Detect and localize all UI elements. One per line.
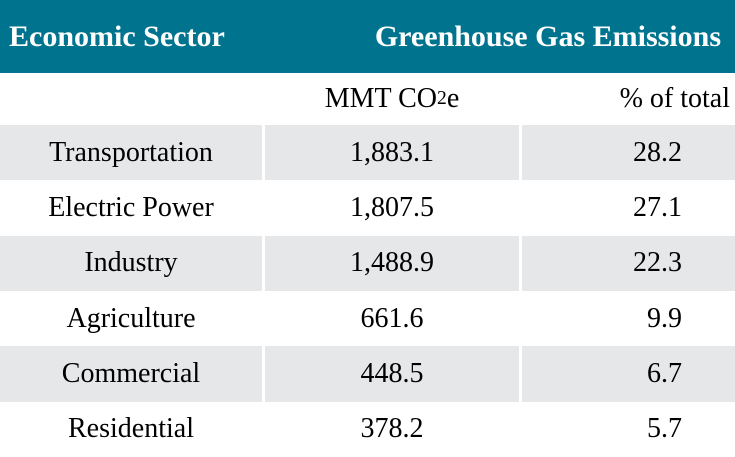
cell-mmt: 448.5 [265,346,522,402]
table-header-row: Economic Sector Greenhouse Gas Emissions [0,0,735,73]
table-row-agriculture: Agriculture 661.6 9.9 [0,290,735,347]
cell-pct: 28.2 [633,136,682,168]
mmt-co2e-prefix: MMT CO [324,83,438,114]
cell-mmt: 1,807.5 [265,180,522,236]
cell-sector: Transportation [0,125,265,181]
mmt-co2e-suffix: e [446,83,460,114]
cell-mmt: 378.2 [265,401,522,457]
cell-mmt: 661.6 [265,290,522,347]
subheader-pct-of-total: % of total [619,83,730,114]
cell-sector: Electric Power [0,180,265,236]
cell-pct: 22.3 [633,247,682,279]
table-row-industry: Industry 1,488.9 22.3 [0,235,735,291]
header-economic-sector: Economic Sector [9,19,225,53]
header-greenhouse-gas-emissions: Greenhouse Gas Emissions [374,19,721,53]
table-row-commercial: Commercial 448.5 6.7 [0,346,735,402]
subheader-empty-cell [0,73,265,125]
subheader-mmt-co2e: MMT CO 2 e [265,73,522,125]
cell-pct: 6.7 [647,357,682,389]
table-row-electric-power: Electric Power 1,807.5 27.1 [0,180,735,236]
cell-mmt: 1,883.1 [265,125,522,181]
cell-pct: 27.1 [633,191,682,223]
table-row-residential: Residential 378.2 5.7 [0,401,735,457]
table-subheader-row: MMT CO 2 e % of total [0,73,735,125]
cell-sector: Commercial [0,346,265,402]
cell-sector: Agriculture [0,290,265,347]
cell-sector: Industry [0,235,265,291]
table-row-transportation: Transportation 1,883.1 28.2 [0,125,735,181]
cell-mmt: 1,488.9 [265,235,522,291]
cell-sector: Residential [0,401,265,457]
cell-pct: 9.9 [647,302,682,334]
cell-pct: 5.7 [647,413,682,445]
